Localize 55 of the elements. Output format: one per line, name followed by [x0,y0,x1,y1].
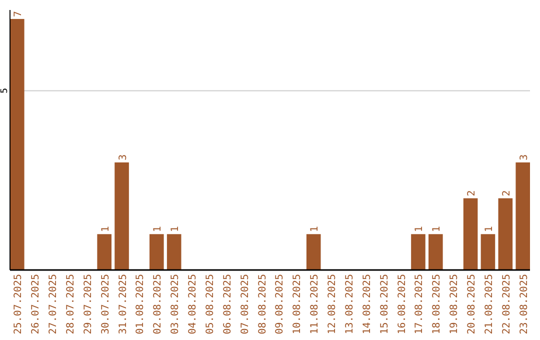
data-label: 1 [152,226,164,232]
x-tick-label: 02.08.2025 [152,274,164,334]
x-tick-label: 22.08.2025 [501,274,512,334]
x-tick-label: 07.08.2025 [240,274,251,334]
data-label: 3 [118,154,129,160]
x-tick-label: 12.08.2025 [327,274,338,334]
y-tick-label: 5 [0,88,10,94]
bar [97,234,112,270]
data-label: 2 [501,190,512,196]
x-tick-label: 20.08.2025 [466,274,478,334]
x-tick-label: 01.08.2025 [135,274,146,334]
x-tick-label: 30.07.2025 [100,274,112,334]
x-tick-label: 13.08.2025 [344,274,356,334]
x-tick-label: 29.07.2025 [82,274,94,334]
data-label: 1 [432,226,443,232]
x-tick-label: 09.08.2025 [274,274,286,334]
bar [166,234,182,270]
data-label: 3 [518,154,530,160]
bar [411,234,426,270]
x-tick-label: 18.08.2025 [432,274,443,334]
x-tick-label: 25.07.2025 [13,274,24,334]
bar [428,234,443,270]
x-tick-label: 19.08.2025 [449,274,460,334]
x-tick-label: 04.08.2025 [188,274,199,334]
bar [463,198,478,270]
x-tick-label: 23.08.2025 [518,274,530,334]
x-tick-label: 31.07.2025 [118,274,129,334]
bar [10,18,24,270]
data-label: 1 [100,226,112,232]
x-tick-label: 17.08.2025 [414,274,426,334]
x-tick-label: 15.08.2025 [379,274,390,334]
data-label: 1 [310,226,321,232]
x-tick-label: 16.08.2025 [396,274,408,334]
data-label: 1 [170,226,182,232]
x-tick-label: 11.08.2025 [310,274,321,334]
x-tick-label: 06.08.2025 [222,274,234,334]
bar [114,162,129,270]
bar [516,162,530,270]
x-tick-label: 03.08.2025 [170,274,182,334]
data-label: 1 [414,226,426,232]
x-tick-label: 21.08.2025 [484,274,495,334]
x-tick-label: 26.07.2025 [30,274,42,334]
x-tick-label: 14.08.2025 [362,274,373,334]
data-label: 2 [466,190,478,196]
bar [306,234,321,270]
data-label: 1 [484,226,495,232]
x-tick-label: 10.08.2025 [292,274,304,334]
bar [480,234,496,270]
x-tick-label: 08.08.2025 [257,274,268,334]
x-tick-label: 27.07.2025 [48,274,60,334]
bar [150,234,164,270]
x-tick-label: 05.08.2025 [204,274,216,334]
data-label: 7 [13,10,24,17]
bar [498,198,513,270]
x-tick-label: 28.07.2025 [65,274,76,334]
